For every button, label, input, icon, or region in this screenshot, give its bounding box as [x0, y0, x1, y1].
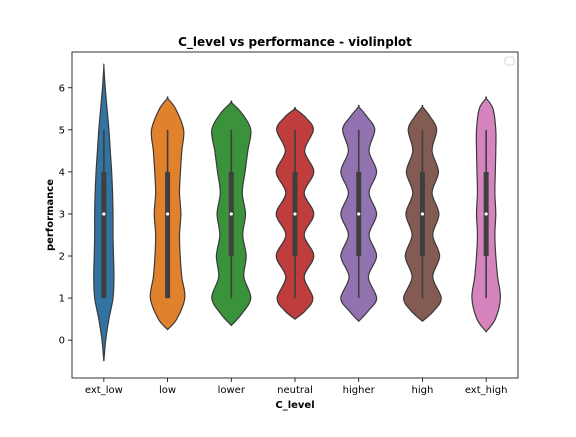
y-tick-label: 6: [59, 83, 65, 94]
y-tick-label: 2: [59, 252, 65, 263]
x-tick-label: neutral: [277, 385, 313, 396]
violin-median: [293, 212, 297, 216]
x-tick-label: high: [412, 385, 434, 396]
violin-median: [484, 212, 488, 216]
y-axis-label: performance: [45, 179, 56, 251]
x-axis: ext_low low lower neutral higher high ext_high: [85, 378, 508, 396]
x-tick-label: lower: [218, 385, 246, 396]
x-tick-label: low: [159, 385, 176, 396]
plot-area: [93, 63, 501, 362]
y-axis: 0 1 2 3 4 5 6: [59, 83, 72, 347]
violin-median: [357, 212, 361, 216]
x-tick-label: higher: [343, 385, 376, 396]
y-tick-label: 3: [59, 209, 65, 220]
x-tick-label: ext_high: [465, 385, 508, 396]
y-tick-label: 4: [59, 167, 65, 178]
y-tick-label: 1: [59, 294, 65, 305]
violin-median: [165, 212, 170, 216]
y-tick-label: 0: [59, 336, 65, 347]
legend-box: [504, 56, 515, 66]
x-axis-label: C_level: [275, 400, 314, 411]
x-tick-label: ext_low: [85, 385, 123, 396]
violin-median: [229, 212, 233, 216]
violin-median: [420, 212, 425, 216]
violin-median: [102, 212, 106, 216]
y-tick-label: 5: [59, 125, 65, 136]
chart-title: C_level vs performance - violinplot: [178, 35, 412, 50]
